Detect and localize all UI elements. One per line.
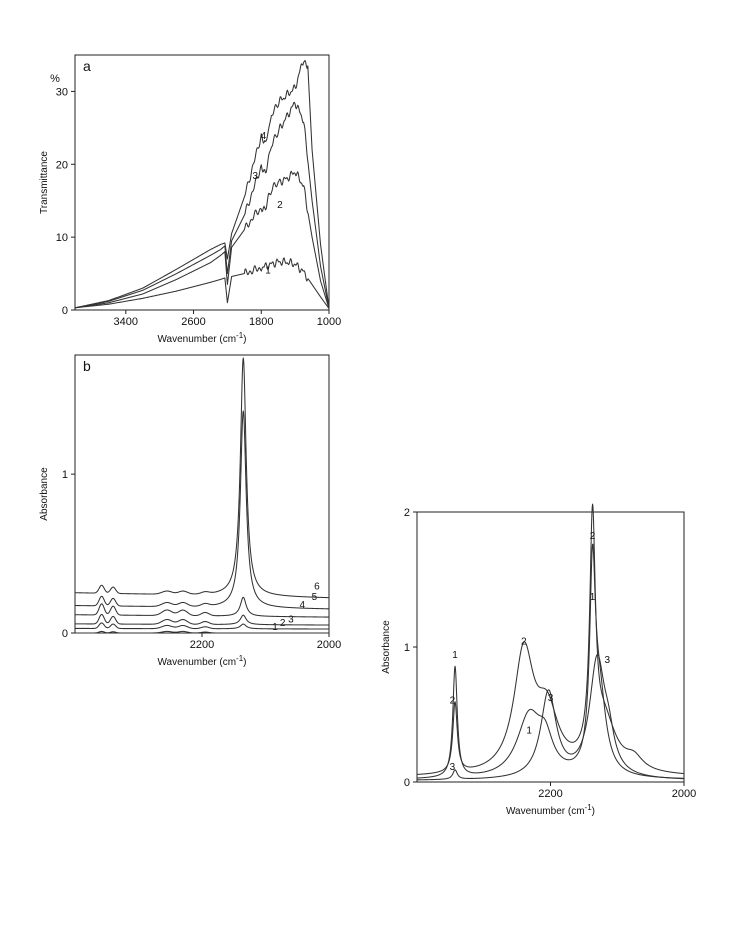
series-label-4: 4	[300, 600, 306, 611]
x-axis-title: Wavenumber (cm-1)	[157, 654, 246, 668]
plot-frame	[416, 511, 685, 783]
y-axis-title: Absorbance	[39, 467, 50, 521]
x-tick-label: 2000	[672, 788, 696, 800]
series-label-3: 3	[450, 762, 456, 773]
x-axis-title: Wavenumber (cm-1)	[506, 803, 595, 817]
series-line-4	[74, 59, 330, 309]
series-label-1: 1	[272, 622, 278, 633]
panel-c: 2200 2000 0 1 2 Wavenumber (cm-1) Absorbance 1 1…	[381, 503, 696, 817]
series-label-6: 6	[314, 582, 320, 593]
series-label-2: 2	[280, 618, 286, 629]
series-label-4: 4	[261, 131, 267, 142]
y-tick-label: 1	[404, 642, 410, 654]
series-label-1: 1	[265, 266, 271, 277]
series-line-3	[74, 101, 330, 309]
panel-label: a	[83, 58, 91, 74]
x-tick-label: 2000	[317, 639, 341, 651]
series-line-5	[74, 410, 330, 610]
y-tick-label: 20	[56, 159, 68, 171]
plot-frame	[74, 54, 330, 311]
series-label-3: 3	[604, 655, 610, 666]
series-label-2: 2	[590, 531, 596, 542]
x-tick-label: 2200	[190, 639, 214, 651]
x-tick-label: 2200	[538, 788, 562, 800]
series-line-6	[74, 357, 330, 599]
x-tick-label: 1000	[317, 316, 341, 328]
series-label-3: 3	[288, 614, 294, 625]
y-tick-label: 2	[404, 507, 410, 519]
series-line-2	[74, 170, 330, 309]
series-label-2: 2	[521, 636, 527, 647]
series-label-1: 1	[590, 592, 596, 603]
series-line-1	[416, 543, 685, 779]
x-axis-title: Wavenumber (cm-1)	[157, 331, 246, 345]
y-tick-label: 0	[62, 628, 68, 640]
y-tick-label: 30	[56, 86, 68, 98]
panel-label: b	[83, 358, 91, 374]
plot-frame	[74, 354, 330, 634]
series-line-4	[74, 596, 330, 618]
series-label-1: 1	[526, 725, 532, 736]
series-line-3	[416, 653, 685, 781]
series-label-3: 3	[253, 171, 259, 182]
series-label-3: 3	[548, 693, 554, 704]
series-line-3	[74, 613, 330, 626]
y-axis-title: Transmittance	[39, 151, 50, 214]
y-tick-label: 0	[404, 777, 410, 789]
series-label-2: 2	[277, 200, 283, 211]
y-tick-label: 0	[62, 305, 68, 317]
series-label-1: 1	[452, 650, 458, 661]
series-line-2	[74, 622, 330, 630]
series-line-2	[416, 503, 685, 775]
y-unit-label: %	[50, 73, 60, 85]
series-line-1	[74, 630, 330, 634]
y-tick-label: 10	[56, 232, 68, 244]
series-label-2: 2	[450, 696, 456, 707]
panel-a: 3400 2600 1800 1000 0 10 20 30 Wavenumber (cm-1)…	[39, 54, 341, 345]
y-axis-title: Absorbance	[381, 620, 392, 674]
y-tick-label: 1	[62, 469, 68, 481]
x-tick-label: 1800	[249, 316, 273, 328]
series-line-1	[74, 257, 330, 309]
x-tick-label: 3400	[114, 316, 138, 328]
x-tick-label: 2600	[181, 316, 205, 328]
